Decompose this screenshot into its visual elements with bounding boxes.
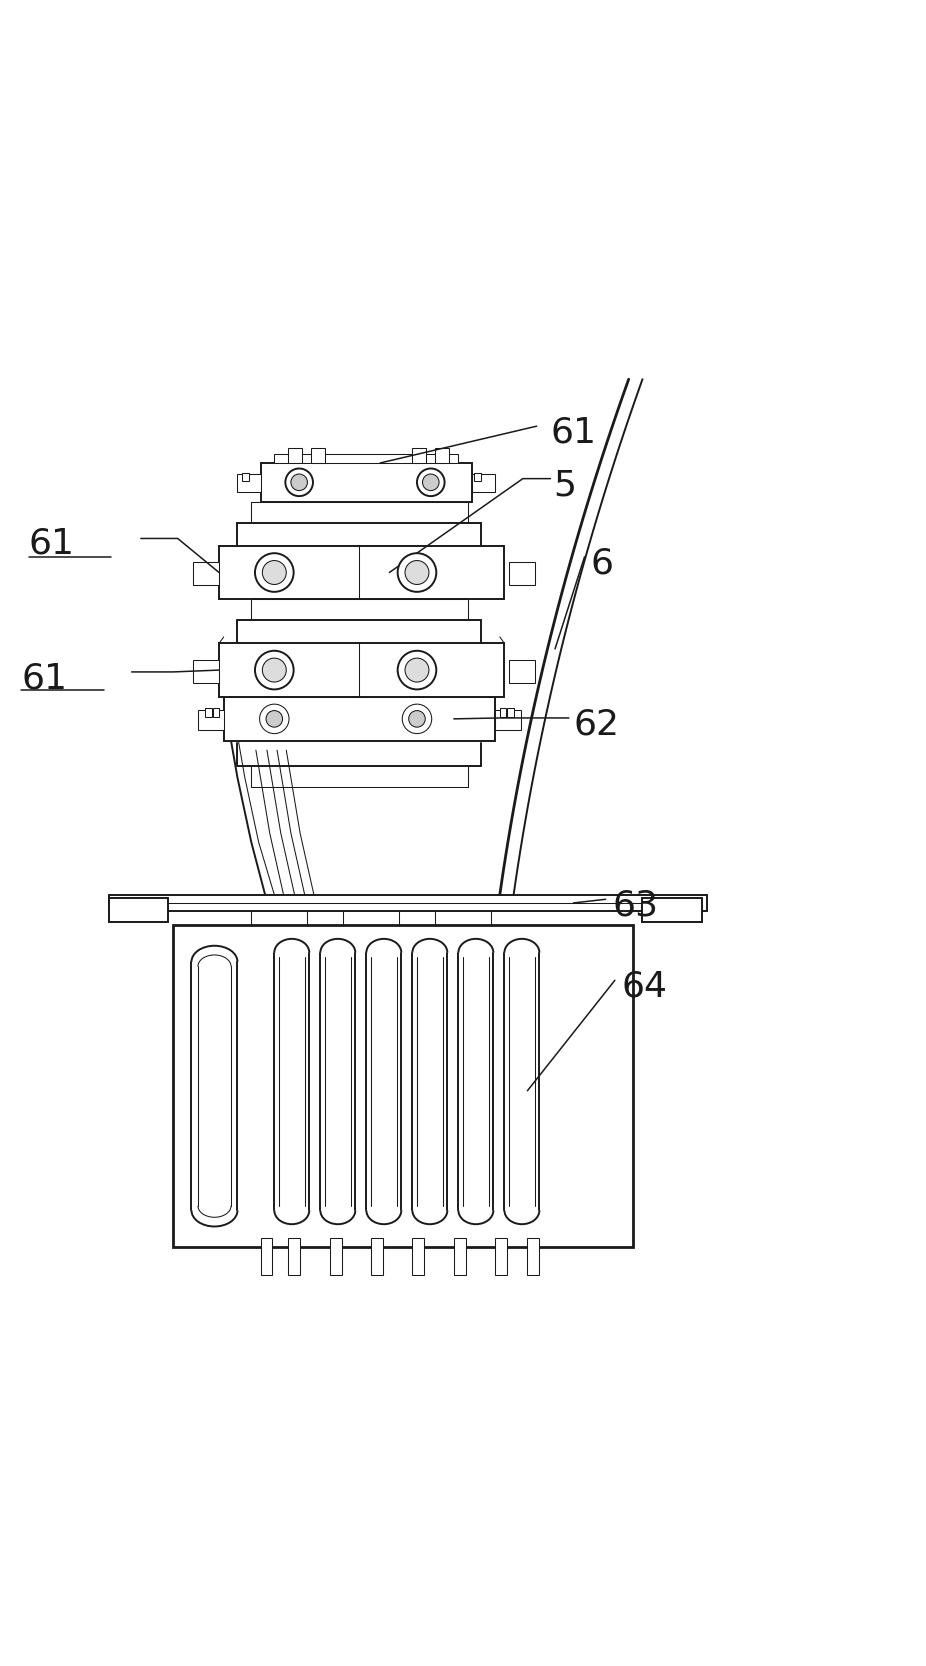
Bar bbox=[643, 898, 702, 923]
Bar bbox=[274, 453, 458, 463]
Bar bbox=[454, 1238, 466, 1274]
Bar bbox=[330, 1238, 342, 1274]
Bar bbox=[472, 475, 495, 493]
Circle shape bbox=[262, 560, 286, 585]
Bar bbox=[507, 708, 514, 716]
Circle shape bbox=[422, 475, 439, 490]
Circle shape bbox=[408, 711, 425, 726]
Bar bbox=[219, 546, 505, 600]
Bar bbox=[412, 448, 426, 463]
Circle shape bbox=[397, 651, 436, 690]
Circle shape bbox=[405, 560, 429, 585]
Circle shape bbox=[291, 475, 307, 490]
Circle shape bbox=[397, 553, 436, 591]
Bar bbox=[288, 1238, 300, 1274]
Circle shape bbox=[266, 711, 282, 726]
Bar bbox=[509, 563, 535, 585]
Bar bbox=[528, 1238, 540, 1274]
Bar bbox=[288, 448, 302, 463]
Circle shape bbox=[259, 705, 289, 733]
Circle shape bbox=[417, 468, 444, 496]
Text: 61: 61 bbox=[29, 526, 75, 561]
Text: 61: 61 bbox=[550, 415, 596, 450]
Bar bbox=[206, 708, 212, 716]
Text: 5: 5 bbox=[553, 468, 576, 501]
Bar bbox=[173, 925, 633, 1248]
Text: 62: 62 bbox=[573, 708, 619, 741]
Bar bbox=[435, 448, 449, 463]
Bar bbox=[198, 710, 224, 730]
Circle shape bbox=[262, 658, 286, 681]
Text: 61: 61 bbox=[21, 661, 68, 695]
Bar bbox=[509, 660, 535, 683]
Bar bbox=[311, 448, 325, 463]
Text: 6: 6 bbox=[590, 546, 613, 580]
Bar bbox=[495, 710, 521, 730]
Bar bbox=[474, 473, 482, 481]
Bar bbox=[213, 708, 219, 716]
Bar bbox=[260, 463, 472, 501]
Circle shape bbox=[255, 553, 294, 591]
Bar bbox=[500, 708, 507, 716]
Bar bbox=[194, 563, 219, 585]
Circle shape bbox=[402, 705, 432, 733]
Bar bbox=[242, 473, 249, 481]
Bar bbox=[495, 1238, 507, 1274]
Circle shape bbox=[255, 651, 294, 690]
Bar bbox=[108, 895, 707, 911]
Bar bbox=[412, 1238, 424, 1274]
Bar bbox=[371, 1238, 383, 1274]
Bar bbox=[260, 1238, 272, 1274]
Text: 63: 63 bbox=[612, 888, 658, 923]
Circle shape bbox=[405, 658, 429, 681]
Bar bbox=[237, 475, 260, 493]
Text: 64: 64 bbox=[621, 970, 668, 1003]
Bar bbox=[219, 643, 505, 696]
Circle shape bbox=[285, 468, 313, 496]
Bar bbox=[194, 660, 219, 683]
Bar bbox=[108, 898, 169, 923]
Bar bbox=[224, 696, 495, 741]
